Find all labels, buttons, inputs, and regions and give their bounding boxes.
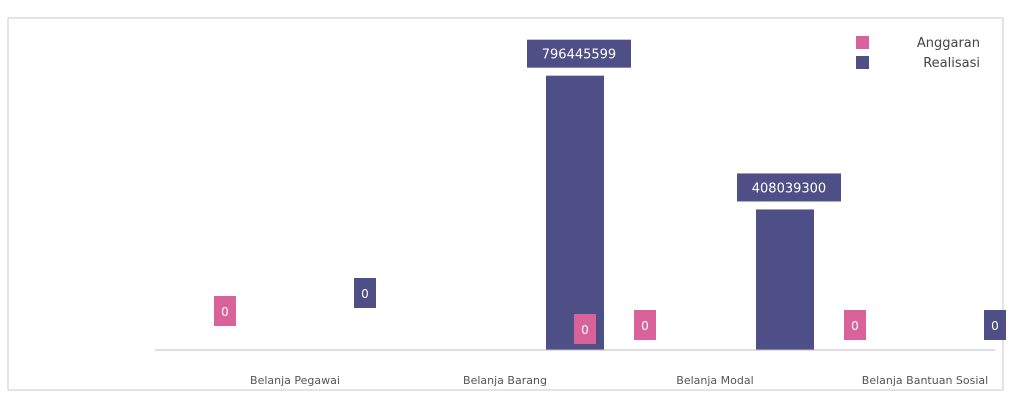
legend: Anggaran Realisasi <box>856 36 980 71</box>
chart-frame <box>7 17 1004 391</box>
data-label: 0 <box>984 310 1006 340</box>
legend-swatch-realisasi <box>856 56 869 69</box>
data-label-box <box>984 310 1006 340</box>
x-tick-labels: Belanja Pegawai Belanja Barang Belanja Mod… <box>250 374 988 387</box>
data-labels: 0 0 0 796445599 0 408039300 0 0 <box>214 39 1006 344</box>
bar-realisasi-2 <box>756 209 814 350</box>
data-label-text: 0 <box>361 287 369 301</box>
data-label-box <box>214 296 236 326</box>
data-label-text: 0 <box>221 305 229 319</box>
data-label-box <box>354 278 376 308</box>
data-label: 408039300 <box>737 173 841 202</box>
data-label-box <box>844 310 866 340</box>
x-tick-label: Belanja Pegawai <box>250 374 340 387</box>
data-label: 0 <box>574 314 596 344</box>
legend-swatch-anggaran <box>856 36 869 49</box>
x-tick-label: Belanja Bantuan Sosial <box>862 374 988 387</box>
x-tick-label: Belanja Barang <box>463 374 547 387</box>
bar-realisasi-1 <box>546 75 604 351</box>
data-label-text: 796445599 <box>542 48 616 63</box>
data-label: 796445599 <box>527 39 631 68</box>
data-label-box <box>634 310 656 340</box>
bars-layer <box>546 75 814 351</box>
data-label: 0 <box>214 296 236 326</box>
data-label: 0 <box>844 310 866 340</box>
x-tick-label: Belanja Modal <box>676 374 753 387</box>
data-label-text: 0 <box>851 319 859 333</box>
data-label-box <box>574 314 596 344</box>
data-label-text: 0 <box>641 319 649 333</box>
data-label-text: 0 <box>581 323 589 337</box>
data-label-box <box>527 39 631 68</box>
data-label: 0 <box>634 310 656 340</box>
legend-label-realisasi: Realisasi <box>923 56 980 71</box>
data-label: 0 <box>354 278 376 308</box>
data-label-text: 0 <box>991 319 999 333</box>
data-label-text: 408039300 <box>752 181 826 196</box>
legend-label-anggaran: Anggaran <box>917 36 980 51</box>
data-label-box <box>737 173 841 202</box>
